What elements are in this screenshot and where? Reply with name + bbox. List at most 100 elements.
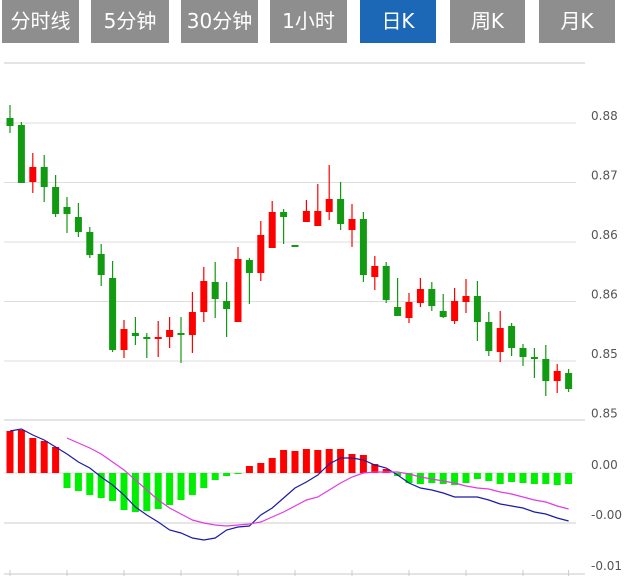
candle-body xyxy=(211,282,219,299)
candle xyxy=(542,345,550,396)
tab-daily[interactable]: 日K xyxy=(360,0,436,43)
macd-histogram-bar xyxy=(29,438,37,473)
candle-body xyxy=(394,307,402,316)
candle-body xyxy=(348,219,356,230)
macd-histogram-bar xyxy=(74,473,82,491)
macd-histogram-bar xyxy=(291,451,299,473)
candle xyxy=(337,182,345,230)
candle-body xyxy=(519,348,527,357)
macd-histogram-bar xyxy=(166,473,174,505)
macd-histogram-bar xyxy=(337,449,345,473)
candle-body xyxy=(74,217,82,232)
candle xyxy=(86,227,94,258)
tab-1hour[interactable]: 1小时 xyxy=(270,0,347,43)
candle xyxy=(530,348,538,378)
tab-5min[interactable]: 5分钟 xyxy=(91,0,169,43)
macd-histogram-bar xyxy=(154,473,162,509)
candle-body xyxy=(6,118,14,126)
candle-body xyxy=(405,302,413,318)
macd-histogram-bar xyxy=(416,473,424,484)
dif-line xyxy=(9,428,569,541)
macd-histogram-bar xyxy=(280,450,288,473)
candle xyxy=(405,293,413,323)
candle xyxy=(314,184,322,226)
candle-body xyxy=(280,212,288,217)
candle-body xyxy=(371,266,379,277)
macd-histogram-bar xyxy=(268,458,276,473)
candle-body xyxy=(451,301,459,321)
candle xyxy=(485,312,493,356)
candle xyxy=(40,155,48,202)
macd-histogram-bar xyxy=(52,447,60,473)
macd-histogram-bar xyxy=(200,473,208,488)
macd-histogram-bar xyxy=(314,450,322,473)
candle xyxy=(325,165,333,220)
macd-histogram-bar xyxy=(223,473,231,476)
tab-intraday[interactable]: 分时线 xyxy=(2,0,79,43)
candle xyxy=(382,262,390,303)
candle-body xyxy=(508,326,516,348)
tab-monthly[interactable]: 月K xyxy=(539,0,615,43)
candle xyxy=(553,364,561,393)
candle xyxy=(268,201,276,248)
macd-histogram-bar xyxy=(188,473,196,495)
macd-histogram-bar xyxy=(143,473,151,511)
macd-histogram-bar xyxy=(428,473,436,483)
candle xyxy=(496,311,504,362)
macd-histogram-bar xyxy=(120,473,128,510)
candle-body xyxy=(177,333,185,335)
candle-body xyxy=(200,281,208,312)
candle-body xyxy=(530,357,538,359)
candle-body xyxy=(496,328,504,352)
candle xyxy=(359,212,367,282)
candle-body xyxy=(188,312,196,335)
candle xyxy=(188,292,196,353)
candle xyxy=(154,321,162,357)
price-axis-label: 0.86 xyxy=(591,288,618,302)
period-tabs: 分时线 5分钟 30分钟 1小时 日K 周K 月K xyxy=(0,0,637,43)
macd-histogram-bar xyxy=(451,473,459,485)
candle xyxy=(223,282,231,337)
candle xyxy=(348,204,356,247)
candle xyxy=(280,209,288,244)
candle xyxy=(245,258,253,304)
candle xyxy=(97,244,105,286)
macd-histogram-bar xyxy=(17,430,25,473)
x-axis-ticks xyxy=(4,570,585,576)
candle xyxy=(177,317,185,363)
macd-histogram-bar xyxy=(405,473,413,483)
macd-histogram-bar xyxy=(371,464,379,473)
candle-body xyxy=(166,330,174,337)
macd-histogram-bar xyxy=(462,473,470,483)
candle-body xyxy=(485,322,493,351)
candle-body xyxy=(314,211,322,226)
macd-histogram-bar xyxy=(519,473,527,483)
candle xyxy=(234,247,242,322)
candle-body xyxy=(131,333,139,336)
candle xyxy=(120,320,128,358)
tab-weekly[interactable]: 周K xyxy=(450,0,525,43)
candle-body xyxy=(86,232,94,255)
candle xyxy=(52,175,60,217)
macd-lines xyxy=(9,428,569,541)
candle-body xyxy=(109,278,117,350)
dea-line xyxy=(66,437,569,527)
candle xyxy=(394,278,402,316)
candle-body xyxy=(257,235,265,273)
candle xyxy=(166,317,174,348)
macd-histogram-bar xyxy=(245,466,253,473)
candle-body xyxy=(52,187,60,214)
macd-histogram-bar xyxy=(97,473,105,498)
candle xyxy=(6,105,14,133)
macd-axis-label: -0.00 xyxy=(591,508,622,522)
macd-histogram-bar xyxy=(542,473,550,484)
macd-histogram-bar xyxy=(211,473,219,480)
candle xyxy=(211,262,219,318)
candle-body xyxy=(302,211,310,222)
tab-30min[interactable]: 30分钟 xyxy=(181,0,258,43)
candle xyxy=(416,278,424,307)
candle-body xyxy=(565,373,573,389)
candle-body xyxy=(245,260,253,273)
candle xyxy=(131,317,139,345)
candle-body xyxy=(291,245,299,247)
